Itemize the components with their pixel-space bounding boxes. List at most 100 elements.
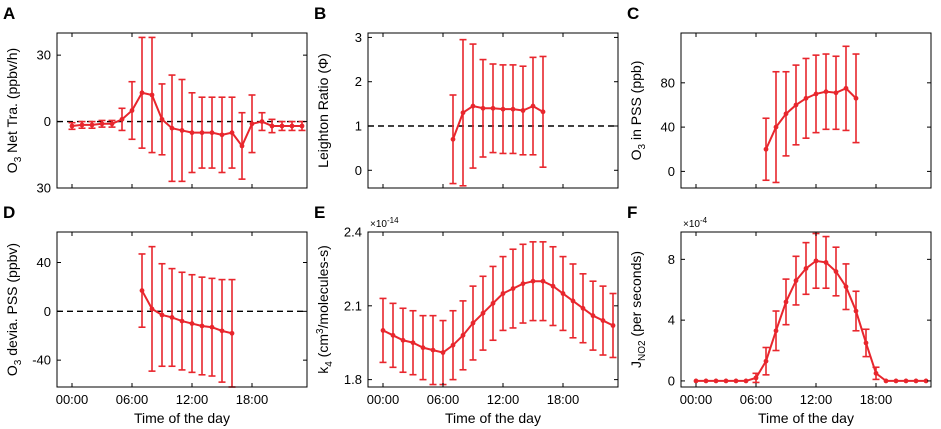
y-tick-label: 0 (44, 304, 51, 319)
data-point (823, 259, 829, 265)
panel-letter: B (314, 4, 326, 23)
x-tick-label: 18:00 (547, 392, 580, 407)
data-point (803, 266, 809, 271)
data-point (703, 378, 709, 384)
data-point (540, 109, 546, 115)
data-point (269, 123, 275, 129)
data-point (500, 106, 506, 112)
x-axis-title: Time of the day (758, 410, 854, 426)
data-point (833, 269, 839, 274)
data-point (520, 281, 526, 287)
data-point (279, 123, 285, 129)
data-point (550, 283, 556, 289)
y-tick-label: 0 (668, 373, 675, 388)
data-point (209, 324, 215, 330)
data-point (229, 130, 235, 136)
data-point (179, 318, 185, 324)
data-point (853, 308, 859, 314)
data-point (460, 110, 466, 116)
plot-frame (680, 32, 932, 189)
data-point (229, 330, 235, 336)
data-point (460, 332, 466, 338)
y-axis-title: O3 devia. PSS (ppbv) (4, 243, 24, 376)
x-tick-label: 00:00 (680, 392, 713, 407)
data-point (520, 108, 526, 113)
data-point (470, 103, 476, 109)
data-point (480, 105, 486, 111)
data-point (239, 143, 245, 149)
y-tick-label: 80 (661, 75, 675, 90)
data-point (773, 124, 779, 130)
data-point (129, 108, 135, 113)
y-tick-label: 4 (668, 313, 675, 328)
y-tick-label: -40 (32, 353, 51, 368)
series-line (696, 259, 926, 382)
plot-frame (367, 32, 619, 189)
y-tick-label: 30 (37, 181, 51, 196)
y-tick-label: 0 (355, 163, 362, 178)
x-tick-label: 06:00 (427, 392, 460, 407)
x-tick-label: 06:00 (116, 392, 149, 407)
data-point (913, 378, 919, 384)
data-point (763, 358, 769, 364)
data-point (450, 136, 456, 142)
data-point (490, 105, 496, 111)
data-point (420, 345, 426, 351)
data-point (763, 146, 769, 152)
data-point (410, 340, 416, 346)
data-point (249, 121, 255, 127)
data-point (500, 291, 506, 296)
data-point (580, 305, 586, 311)
panel-c: C 0 40 80 O3 in PSS (ppb) (627, 4, 932, 189)
data-point (590, 313, 596, 319)
data-point (783, 111, 789, 117)
data-point (159, 312, 165, 318)
data-point (693, 378, 699, 384)
data-point (833, 90, 839, 96)
x-axis-title: Time of the day (445, 410, 541, 426)
y-axis-title: O3 Net Tra. (ppbv/h) (4, 48, 24, 173)
panel-letter: A (3, 4, 15, 23)
data-point (490, 300, 496, 306)
data-point (219, 132, 225, 138)
data-point (600, 318, 606, 323)
series-line (765, 87, 857, 150)
data-point (893, 378, 899, 384)
data-point (713, 378, 719, 384)
data-point (69, 123, 75, 129)
y-axis-title: Leighton Ratio (Φ) (315, 53, 331, 168)
data-point (189, 321, 195, 326)
data-point (723, 378, 729, 384)
data-point (169, 125, 175, 131)
data-point (783, 299, 789, 305)
data-point (843, 284, 849, 290)
x-tick-label: 12:00 (487, 392, 520, 407)
data-point (79, 122, 85, 128)
y-tick-label: 3 (355, 30, 362, 45)
data-point (139, 288, 145, 293)
y-tick-label: 0 (44, 114, 51, 129)
y-tick-label: 40 (661, 120, 675, 135)
series-line (452, 104, 544, 140)
x-tick-label: 00:00 (367, 392, 400, 407)
data-point (189, 130, 195, 136)
y-tick-label: 0 (668, 164, 675, 179)
y-axis-title: O3 in PSS (ppb) (628, 61, 648, 161)
y-axis-title: k4 (cm3/molecules-s) (315, 245, 335, 374)
data-point (530, 278, 536, 284)
data-point (440, 350, 446, 355)
data-point (149, 92, 155, 98)
y-tick-label: 2.4 (344, 225, 362, 240)
data-point (903, 378, 909, 384)
y-axis-title: JNO2 (per seconds) (628, 251, 648, 368)
data-point (570, 298, 576, 304)
data-point (139, 90, 145, 96)
data-point (199, 323, 205, 329)
data-point (400, 337, 406, 343)
panel-letter: D (3, 203, 15, 222)
x-tick-label: 06:00 (740, 392, 773, 407)
data-point (119, 116, 125, 122)
data-point (540, 278, 546, 284)
y-exponent-label: ×10-14 (370, 216, 399, 230)
